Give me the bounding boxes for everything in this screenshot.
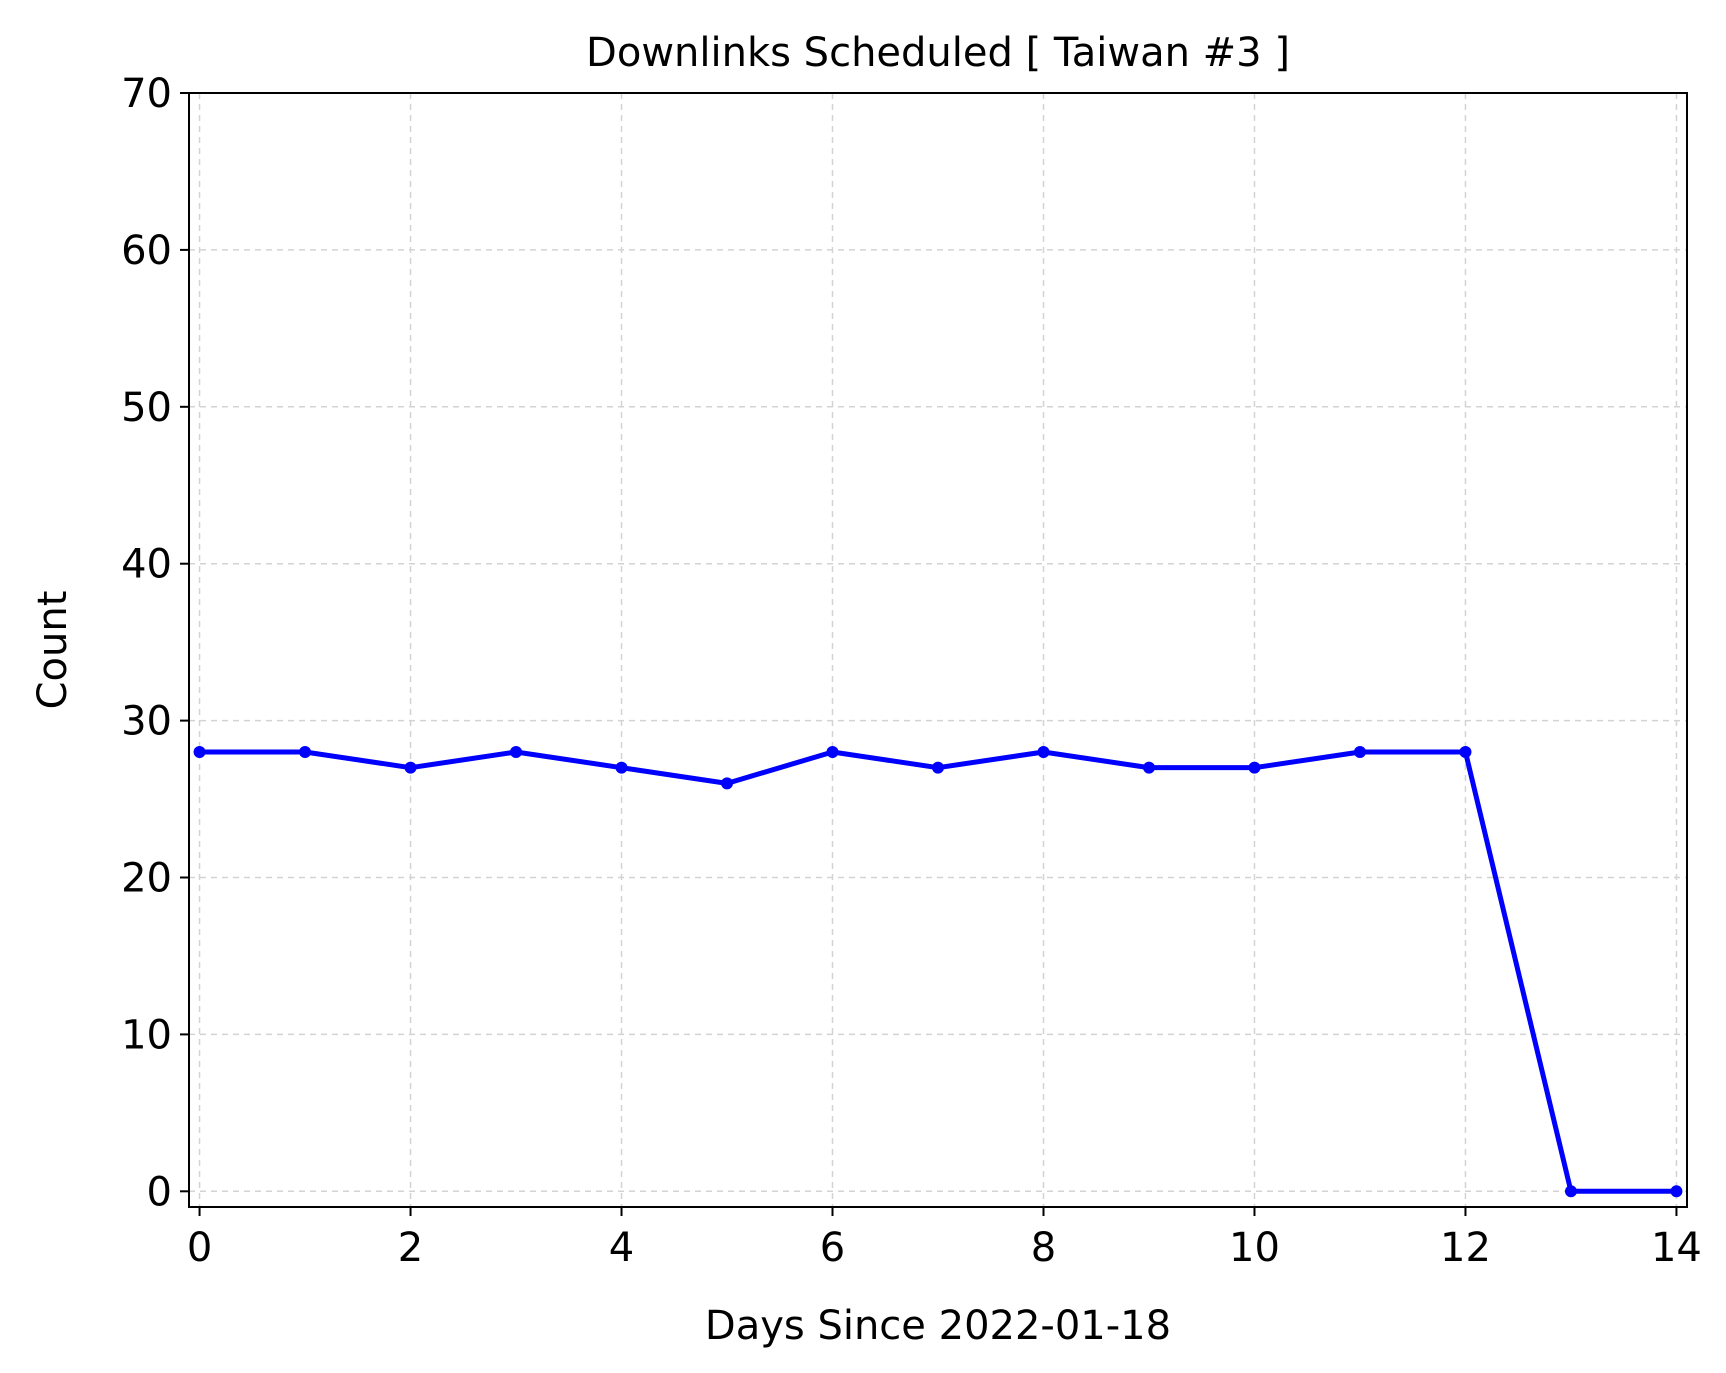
y-tick-label: 10: [121, 1012, 172, 1058]
data-point: [1248, 761, 1261, 774]
axis-ticks: 0 2 4 6 8 10 12 14 0 10 20 30 40 50 60 70: [121, 71, 1702, 1271]
x-tick-label: 6: [820, 1225, 845, 1271]
data-point: [615, 761, 628, 774]
series-layer: [193, 745, 1683, 1198]
data-point: [826, 745, 839, 758]
data-point: [1142, 761, 1155, 774]
x-tick-label: 10: [1229, 1225, 1280, 1271]
y-axis-label: Count: [30, 591, 76, 710]
chart-title: Downlinks Scheduled [ Taiwan #3 ]: [586, 30, 1290, 76]
grid: [189, 92, 1687, 1207]
data-point: [193, 745, 206, 758]
x-tick-label: 12: [1440, 1225, 1491, 1271]
data-point: [404, 761, 417, 774]
y-tick-label: 0: [147, 1169, 172, 1215]
data-point: [1037, 745, 1050, 758]
x-tick-label: 14: [1651, 1225, 1702, 1271]
x-axis-label: Days Since 2022-01-18: [705, 1303, 1171, 1349]
data-point: [1459, 745, 1472, 758]
y-tick-label: 30: [121, 699, 172, 745]
data-point: [1353, 745, 1366, 758]
data-point: [1670, 1185, 1683, 1198]
y-tick-label: 60: [121, 228, 172, 274]
series-line: [197, 749, 1679, 1194]
x-tick-label: 8: [1031, 1225, 1056, 1271]
plot-frame: [188, 92, 1688, 1208]
data-point: [510, 745, 523, 758]
data-point: [721, 777, 734, 790]
data-point: [1564, 1185, 1577, 1198]
y-tick-label: 40: [121, 542, 172, 588]
y-tick-label: 20: [121, 856, 172, 902]
x-tick-label: 2: [398, 1225, 423, 1271]
data-point: [299, 745, 312, 758]
y-tick-label: 50: [121, 385, 172, 431]
x-tick-label: 4: [609, 1225, 634, 1271]
data-point: [932, 761, 944, 774]
x-tick-label: 0: [187, 1225, 212, 1271]
y-tick-label: 70: [121, 71, 172, 117]
